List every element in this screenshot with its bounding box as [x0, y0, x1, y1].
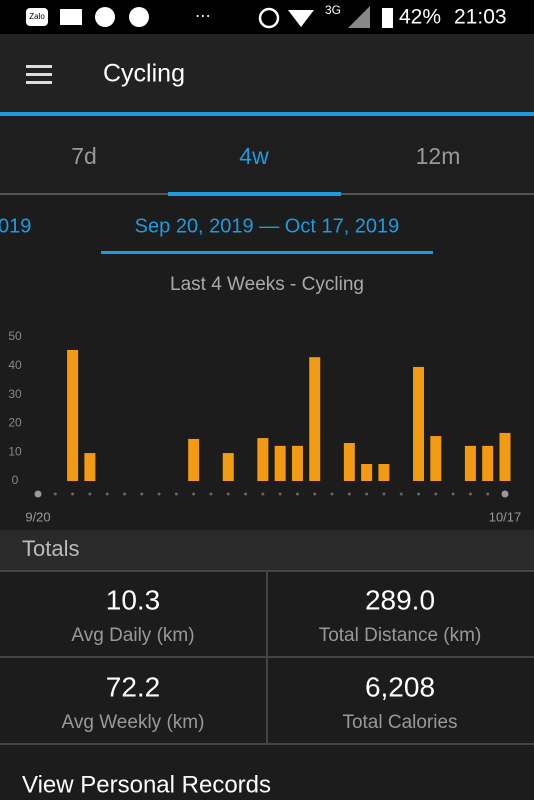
x-axis-dot — [434, 492, 438, 496]
x-axis-dot — [417, 492, 421, 496]
records-link[interactable]: View Personal Records — [22, 771, 271, 798]
y-tick-label: 20 — [8, 416, 22, 430]
stat-label: Total Distance (km) — [319, 625, 482, 646]
menu-button[interactable] — [26, 65, 52, 84]
x-tick-label: 10/17 — [489, 509, 522, 524]
x-axis-dot — [140, 492, 144, 496]
tab[interactable]: 12m — [416, 143, 461, 169]
x-axis-dot — [295, 492, 299, 496]
stat-value: 289.0 — [365, 584, 435, 615]
x-axis-dot — [278, 492, 282, 496]
alarm-icon — [258, 7, 280, 29]
bar — [84, 453, 96, 481]
x-axis-dot — [365, 492, 369, 496]
app-icon — [26, 8, 48, 26]
bar — [67, 349, 79, 481]
divider — [0, 570, 534, 572]
x-axis-dot — [105, 492, 109, 496]
x-axis-dot — [399, 492, 403, 496]
bar — [430, 436, 442, 481]
more-icon: ⋯ — [195, 8, 211, 25]
x-axis-dot — [209, 492, 213, 496]
totals-title: Totals — [22, 536, 79, 561]
stat-label: Avg Weekly (km) — [62, 712, 205, 733]
bar — [309, 357, 321, 481]
bar — [464, 445, 476, 481]
page-title: Cycling — [103, 60, 185, 88]
x-axis-dot — [192, 492, 196, 496]
battery: 42% — [399, 6, 441, 29]
x-axis-dot — [451, 492, 455, 496]
x-axis-dot — [468, 492, 472, 496]
divider — [0, 743, 534, 745]
fb-icon — [129, 7, 149, 27]
x-axis-dot — [244, 492, 248, 496]
stat-label: Total Calories — [342, 712, 457, 733]
x-axis-dot — [501, 490, 509, 498]
x-axis-dot — [347, 492, 351, 496]
bar — [291, 445, 303, 481]
chart-title: Last 4 Weeks - Cycling — [170, 274, 364, 295]
x-axis-dot — [34, 490, 42, 498]
bar — [361, 464, 373, 481]
header-divider — [0, 112, 534, 116]
mail-icon — [60, 9, 82, 25]
y-tick-label: 10 — [8, 444, 22, 458]
bar — [257, 438, 269, 481]
x-axis-dot — [53, 492, 57, 496]
wifi-icon — [288, 10, 314, 27]
bar — [222, 453, 234, 481]
app-name: Zalo — [29, 12, 45, 21]
signal-icon — [348, 6, 370, 28]
x-axis-dot — [330, 492, 334, 496]
bar — [378, 464, 390, 481]
x-axis-dot — [174, 492, 178, 496]
y-tick-label: 30 — [8, 387, 22, 401]
tab-active[interactable]: 4w — [239, 143, 269, 169]
x-axis-dot — [157, 492, 161, 496]
date-range[interactable]: Sep 20, 2019 — Oct 17, 2019 — [135, 215, 400, 237]
stat-value: 10.3 — [106, 584, 161, 615]
x-axis-dot — [71, 492, 75, 496]
network: 3G — [325, 3, 341, 17]
y-tick-label: 50 — [8, 329, 22, 343]
stat-value: 6,208 — [365, 671, 435, 702]
bar — [482, 445, 494, 481]
bar — [499, 432, 511, 481]
time: 21:03 — [454, 6, 507, 29]
battery-icon — [382, 8, 393, 28]
previous-range[interactable]: 019 — [0, 215, 31, 237]
x-axis-dot — [226, 492, 230, 496]
app-bar — [0, 34, 534, 113]
x-axis-dot — [261, 492, 265, 496]
x-axis-dot — [313, 492, 317, 496]
x-axis-dot — [88, 492, 92, 496]
stat-value: 72.2 — [106, 671, 161, 702]
bar — [274, 445, 286, 481]
bar — [188, 438, 200, 481]
bar — [343, 442, 355, 481]
status-bar — [0, 0, 534, 34]
tab[interactable]: 7d — [71, 143, 97, 169]
y-tick-label: 0 — [12, 473, 19, 487]
fb-icon — [95, 7, 115, 27]
x-tick-label: 9/20 — [25, 509, 50, 524]
bar — [413, 366, 425, 481]
y-tick-label: 40 — [8, 358, 22, 372]
stat-label: Avg Daily (km) — [71, 625, 194, 646]
x-axis-dot — [122, 492, 126, 496]
x-axis-dot — [486, 492, 490, 496]
totals-band — [0, 530, 534, 571]
x-axis-dot — [382, 492, 386, 496]
tab-indicator — [168, 192, 341, 196]
range-underline — [101, 251, 433, 254]
tab-bar — [0, 116, 534, 194]
divider — [266, 572, 268, 743]
